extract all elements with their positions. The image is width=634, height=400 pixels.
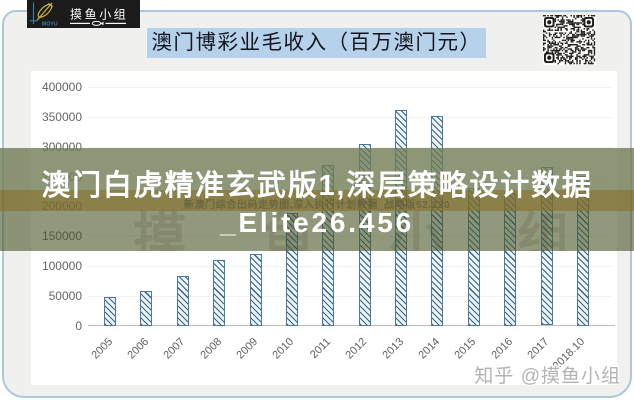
svg-text:MOYU: MOYU xyxy=(42,22,58,28)
svg-text:摸鱼小组: 摸鱼小组 xyxy=(70,8,128,22)
